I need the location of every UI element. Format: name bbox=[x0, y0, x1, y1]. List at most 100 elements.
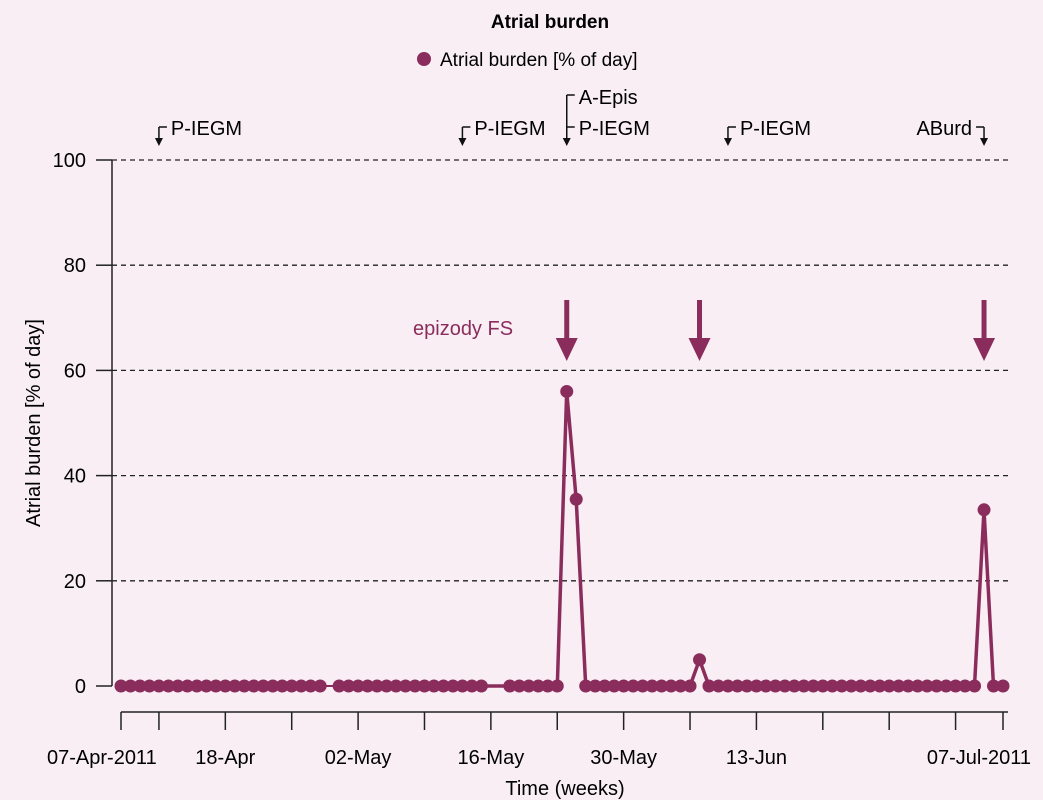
data-point bbox=[797, 679, 811, 693]
data-point bbox=[911, 679, 925, 693]
data-point bbox=[816, 679, 830, 693]
series-line bbox=[339, 389, 1003, 688]
data-point bbox=[541, 679, 555, 693]
y-tick-label: 0 bbox=[75, 676, 86, 698]
data-point bbox=[275, 679, 289, 693]
event-label: P-IEGM bbox=[579, 118, 650, 140]
y-tick-label: 100 bbox=[53, 150, 86, 172]
x-tick-label: 07-Apr-2011 bbox=[47, 747, 157, 769]
data-point bbox=[351, 679, 365, 693]
event-marker-arrow bbox=[458, 138, 467, 146]
data-point bbox=[342, 679, 356, 693]
y-tick-label: 40 bbox=[64, 466, 86, 488]
annotation-label: epizody FS bbox=[413, 318, 513, 340]
event-marker-arrow bbox=[154, 138, 163, 146]
data-point bbox=[749, 679, 763, 693]
data-point bbox=[199, 679, 213, 693]
event-label: A-Epis bbox=[579, 87, 638, 109]
data-point bbox=[417, 679, 431, 693]
data-point bbox=[209, 679, 223, 693]
data-point bbox=[455, 679, 469, 693]
data-point bbox=[920, 679, 934, 693]
data-point bbox=[901, 679, 915, 693]
data-point bbox=[844, 679, 858, 693]
data-point bbox=[142, 679, 156, 693]
data-point bbox=[949, 679, 963, 693]
data-point bbox=[693, 653, 707, 667]
x-tick-label: 18-Apr bbox=[195, 747, 255, 769]
data-point bbox=[835, 679, 849, 693]
data-point bbox=[512, 679, 526, 693]
data-point bbox=[133, 679, 147, 693]
chart-title: Atrial burden bbox=[491, 12, 609, 33]
data-point bbox=[408, 679, 422, 693]
data-point bbox=[768, 679, 782, 693]
x-tick-label: 30-May bbox=[590, 747, 657, 769]
data-point bbox=[873, 679, 887, 693]
data-point bbox=[304, 679, 318, 693]
data-point bbox=[161, 679, 175, 693]
event-marker-arrow bbox=[980, 138, 989, 146]
episode-arrow-head bbox=[688, 338, 711, 361]
episode-arrow-head bbox=[555, 338, 578, 361]
data-point bbox=[854, 679, 868, 693]
data-point bbox=[531, 679, 545, 693]
event-markers: P-IEGM P-IEGM A-Epis P-IEGM P-IEGM ABurd bbox=[154, 87, 989, 146]
data-point bbox=[361, 679, 375, 693]
data-point bbox=[266, 679, 280, 693]
data-point bbox=[171, 679, 185, 693]
data-point bbox=[313, 679, 327, 693]
event-label: P-IEGM bbox=[474, 118, 545, 140]
y-axis: 0 20 40 60 80 100 bbox=[53, 150, 113, 698]
data-point bbox=[503, 679, 517, 693]
x-tick-label: 16-May bbox=[458, 747, 525, 769]
data-point bbox=[636, 679, 650, 693]
event-label: P-IEGM bbox=[171, 118, 242, 140]
grid-lines bbox=[112, 159, 1010, 582]
x-axis: 07-Apr-2011 18-Apr 02-May 16-May 30-May 13-Ju… bbox=[47, 711, 1031, 769]
data-point bbox=[730, 679, 744, 693]
data-point bbox=[588, 679, 602, 693]
data-point bbox=[702, 679, 716, 693]
data-point bbox=[237, 679, 251, 693]
data-point bbox=[787, 679, 801, 693]
legend-marker bbox=[417, 52, 431, 66]
y-tick-label: 80 bbox=[64, 255, 86, 277]
data-point bbox=[711, 679, 725, 693]
legend: Atrial burden [% of day] bbox=[417, 50, 638, 71]
event-marker-arrow bbox=[562, 138, 571, 146]
data-point bbox=[370, 679, 384, 693]
data-point bbox=[436, 679, 450, 693]
y-axis-label: Atrial burden [% of day] bbox=[23, 319, 45, 527]
x-tick-label: 07-Jul-2011 bbox=[927, 747, 1031, 769]
data-point bbox=[294, 679, 308, 693]
data-point bbox=[617, 679, 631, 693]
data-point bbox=[825, 679, 839, 693]
data-point bbox=[180, 679, 194, 693]
data-point bbox=[285, 679, 299, 693]
data-point bbox=[607, 679, 621, 693]
data-point bbox=[389, 679, 403, 693]
data-point bbox=[550, 679, 564, 693]
data-point bbox=[740, 679, 754, 693]
x-tick-label: 02-May bbox=[325, 747, 392, 769]
data-point bbox=[446, 679, 460, 693]
data-point bbox=[930, 679, 944, 693]
data-point bbox=[892, 679, 906, 693]
data-point bbox=[759, 679, 773, 693]
y-tick-label: 20 bbox=[64, 571, 86, 593]
event-label: P-IEGM bbox=[740, 118, 811, 140]
x-tick-label: 13-Jun bbox=[726, 747, 787, 769]
data-point bbox=[626, 679, 640, 693]
data-point bbox=[256, 679, 270, 693]
event-marker-arrow bbox=[723, 138, 732, 146]
data-point bbox=[228, 679, 242, 693]
data-point bbox=[664, 679, 678, 693]
data-point bbox=[968, 679, 982, 693]
data-point bbox=[247, 679, 261, 693]
data-point bbox=[598, 679, 612, 693]
data-point bbox=[882, 679, 896, 693]
data-point bbox=[152, 679, 166, 693]
event-label: ABurd bbox=[916, 118, 972, 140]
